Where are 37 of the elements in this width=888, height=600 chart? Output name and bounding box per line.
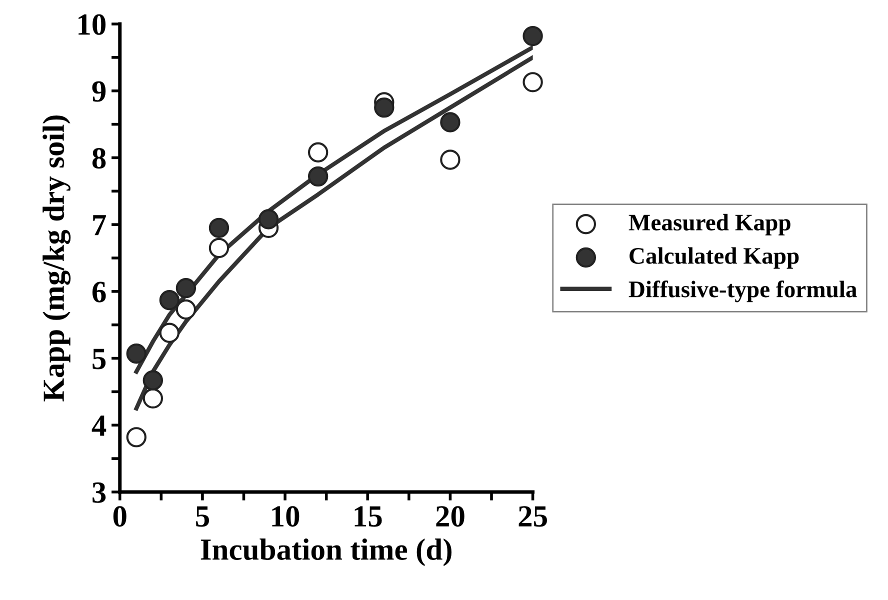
y-tick-label: 8	[92, 148, 106, 169]
y-tick-label: 7	[93, 215, 106, 236]
x-tick-label: 15	[354, 506, 382, 527]
legend-label: Diffusive-type formula	[628, 280, 857, 302]
point	[440, 112, 460, 132]
point	[126, 344, 146, 364]
x-axis-title: Incubation time (d)	[200, 538, 452, 566]
x-tick-label: 20	[436, 506, 464, 527]
x-tick-label: 10	[272, 506, 300, 527]
y-tick-label: 9	[92, 81, 106, 102]
point	[258, 209, 279, 230]
point	[374, 97, 394, 118]
y-tick-label: 3	[92, 482, 106, 503]
point	[176, 299, 196, 320]
point	[142, 370, 164, 390]
x-tick-label: 0	[113, 506, 126, 527]
y-tick-label: 6	[92, 282, 106, 302]
point	[176, 278, 196, 298]
point	[308, 142, 328, 162]
point	[159, 322, 180, 343]
point	[142, 388, 164, 408]
y-tick-label: 4	[92, 416, 106, 436]
point	[522, 26, 543, 46]
y-tick-label: 5	[92, 348, 106, 370]
point	[522, 72, 543, 92]
point	[208, 238, 230, 258]
x-tick-label: 5	[196, 506, 209, 527]
x-tick-label: 25	[518, 506, 547, 527]
point	[208, 218, 230, 238]
y-tick-label: 10	[78, 14, 106, 35]
legend-label: Calculated Kapp	[630, 247, 799, 269]
point	[159, 290, 180, 310]
point	[126, 427, 146, 448]
point	[308, 166, 328, 187]
legend-label: Measured Kapp	[628, 214, 790, 236]
point	[440, 150, 460, 170]
y-axis-title: Kapp (mg/kg dry soil)	[42, 115, 71, 402]
